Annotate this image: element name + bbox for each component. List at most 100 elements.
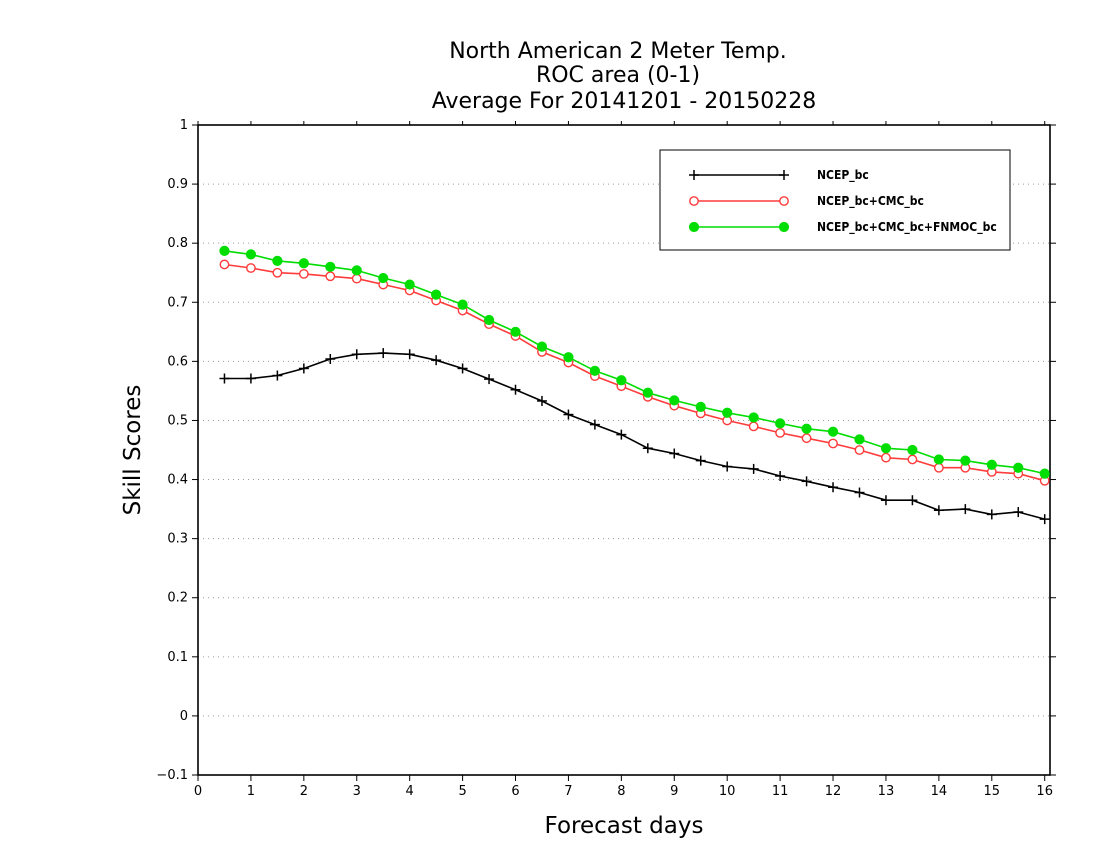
x-tick-label: 0 xyxy=(194,784,202,799)
y-tick-label: 0.6 xyxy=(167,354,188,369)
data-point xyxy=(245,373,256,384)
data-point xyxy=(854,487,865,498)
data-point xyxy=(854,445,865,455)
y-tick-label: 0.3 xyxy=(167,532,188,547)
data-point xyxy=(986,459,997,470)
x-tick-label: 9 xyxy=(670,784,678,799)
x-tick-label: 15 xyxy=(984,784,1001,799)
grid-lines xyxy=(198,183,1050,717)
title-line-3: Average For 20141201 - 20150228 xyxy=(432,89,817,114)
data-point xyxy=(695,455,706,466)
data-point xyxy=(589,419,600,430)
legend-label: NCEP_bc xyxy=(817,168,869,183)
y-tick-label: 0.5 xyxy=(167,413,188,428)
x-axis-title: Forecast days xyxy=(545,813,704,839)
x-tick-label: 10 xyxy=(719,784,736,799)
x-tick-label: 6 xyxy=(511,784,519,799)
axes: −0.100.10.20.30.40.50.60.70.80.910 1 2 3 4 5 6… xyxy=(156,118,1056,799)
data-point xyxy=(748,412,759,423)
data-point xyxy=(616,375,627,386)
data-point xyxy=(563,409,574,420)
data-point xyxy=(589,365,600,376)
data-point xyxy=(325,271,336,282)
data-point xyxy=(219,373,230,384)
x-tick-label: 4 xyxy=(406,784,414,799)
x-tick-label: 3 xyxy=(353,784,361,799)
data-point xyxy=(272,255,283,267)
data-point xyxy=(933,462,944,473)
y-tick-label: 0.1 xyxy=(167,650,188,665)
data-point xyxy=(801,423,812,434)
data-point xyxy=(722,461,733,472)
chart-title: North American 2 Meter Temp. ROC area (0… xyxy=(432,39,817,114)
data-point xyxy=(457,299,468,310)
y-tick-label: 0.9 xyxy=(167,177,188,192)
x-tick-label: 11 xyxy=(772,784,789,799)
data-point xyxy=(351,273,362,284)
legend-marker xyxy=(689,196,699,206)
legend-marker xyxy=(778,221,790,233)
data-point xyxy=(245,249,257,260)
data-point xyxy=(378,348,389,359)
data-point xyxy=(1013,507,1024,518)
data-point xyxy=(219,245,230,256)
data-point xyxy=(404,279,415,290)
data-point xyxy=(536,341,548,352)
data-point xyxy=(325,261,336,272)
y-tick-label: −0.1 xyxy=(156,768,188,783)
x-tick-label: 2 xyxy=(300,784,308,799)
data-point xyxy=(880,443,892,454)
data-point xyxy=(854,434,865,445)
y-tick-label: 0 xyxy=(180,709,188,724)
data-point xyxy=(880,495,891,506)
legend-label: NCEP_bc+CMC_bc xyxy=(817,194,924,209)
legend-marker xyxy=(688,221,700,233)
legend-marker xyxy=(689,170,699,180)
x-tick-label: 8 xyxy=(617,784,625,799)
legend-box xyxy=(659,149,1011,251)
y-tick-label: 0.2 xyxy=(167,591,188,606)
y-axis-title: Skill Scores xyxy=(120,385,146,516)
data-point xyxy=(775,427,786,438)
data-point xyxy=(484,374,495,385)
y-tick-label: 0.7 xyxy=(167,295,188,310)
data-point xyxy=(510,326,521,337)
y-tick-label: 1 xyxy=(180,118,188,133)
plot-frame xyxy=(197,124,1051,776)
legend-label: NCEP_bc+CMC_bc+FNMOC_bc xyxy=(817,220,997,235)
data-point xyxy=(960,455,971,466)
x-tick-label: 7 xyxy=(564,784,572,799)
data-point xyxy=(642,387,653,398)
data-point xyxy=(404,349,415,360)
data-point xyxy=(881,452,891,463)
data-point xyxy=(748,421,759,432)
legend: NCEP_bc NCEP_bc+CMC_bc NCEP_bc+CMC_bc+FNMO… xyxy=(659,149,1011,251)
data-point xyxy=(1039,514,1050,525)
series-line xyxy=(224,352,1045,520)
data-point xyxy=(695,401,706,412)
data-point xyxy=(828,438,838,449)
data-point xyxy=(219,259,230,270)
data-point xyxy=(801,476,812,487)
y-tick-label: 0.8 xyxy=(167,236,188,251)
x-tick-label: 5 xyxy=(458,784,466,799)
data-point xyxy=(246,263,256,273)
data-point xyxy=(351,265,362,276)
data-point xyxy=(722,407,733,418)
data-point xyxy=(483,314,495,326)
data-point xyxy=(563,352,574,363)
data-point xyxy=(933,505,944,516)
data-point xyxy=(669,448,680,459)
x-tick-label: 12 xyxy=(825,784,842,799)
data-point xyxy=(827,426,839,437)
series-line xyxy=(224,250,1045,475)
data-point xyxy=(298,258,309,269)
data-point xyxy=(510,384,521,395)
data-point xyxy=(272,267,283,278)
data-point xyxy=(536,395,547,406)
legend-marker xyxy=(779,196,789,206)
series-1 xyxy=(219,259,1050,486)
series-group xyxy=(219,245,1050,525)
